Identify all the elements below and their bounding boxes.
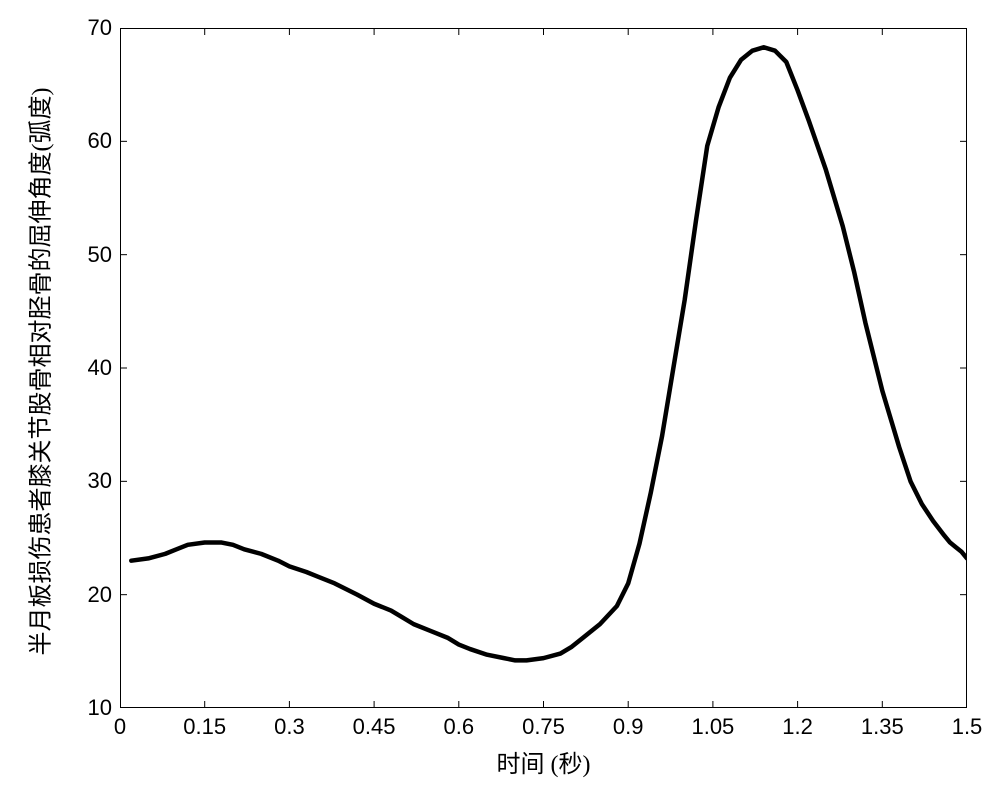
x-tick-label: 0.75 — [522, 714, 565, 740]
y-tick-label: 60 — [88, 128, 112, 154]
x-tick-label: 0.15 — [183, 714, 226, 740]
x-tick-label: 0.45 — [353, 714, 396, 740]
x-tick-label: 1.05 — [691, 714, 734, 740]
plot-svg — [120, 28, 967, 708]
y-tick-label: 50 — [88, 242, 112, 268]
x-tick-label: 0.6 — [444, 714, 475, 740]
y-tick-label: 10 — [88, 695, 112, 721]
x-tick-label: 1.5 — [952, 714, 983, 740]
y-axis-label: 半月板损伤患者膝关节股骨相对胫骨的屈伸角度(弧度) — [21, 88, 56, 656]
y-tick-label: 40 — [88, 355, 112, 381]
y-tick-label: 30 — [88, 468, 112, 494]
x-tick-label: 0.9 — [613, 714, 644, 740]
x-axis-label: 时间 (秒) — [497, 744, 591, 779]
x-tick-label: 1.2 — [782, 714, 813, 740]
y-tick-label: 20 — [88, 582, 112, 608]
figure-container: 时间 (秒) 半月板损伤患者膝关节股骨相对胫骨的屈伸角度(弧度) 0 0.15 0.… — [0, 0, 1000, 789]
x-tick-label: 0.3 — [274, 714, 305, 740]
axes-box — [121, 29, 967, 708]
x-tick-label: 1.35 — [861, 714, 904, 740]
data-series-line — [131, 47, 967, 660]
y-tick-label: 70 — [88, 15, 112, 41]
x-tick-label: 0 — [114, 714, 126, 740]
